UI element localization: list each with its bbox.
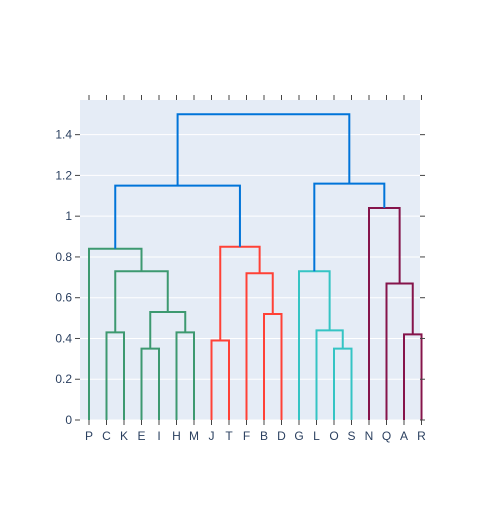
leaf-label: C bbox=[102, 429, 111, 443]
y-tick-label: 0.6 bbox=[55, 291, 72, 305]
leaf-label: G bbox=[294, 429, 303, 443]
leaf-label: F bbox=[243, 429, 250, 443]
leaf-label: O bbox=[329, 429, 338, 443]
leaf-label: A bbox=[400, 429, 408, 443]
y-tick-label: 0.2 bbox=[55, 372, 72, 386]
leaf-label: Q bbox=[382, 429, 391, 443]
leaf-label: E bbox=[137, 429, 145, 443]
axis-layer: 0 0.2 0.4 0.6 0.8 1 1.2 1.4 P C K E I H M J T F B D G L O S N Q A R bbox=[55, 95, 426, 443]
link-layer bbox=[88, 113, 423, 420]
leaf-label: J bbox=[209, 429, 215, 443]
leaf-label: I bbox=[157, 429, 160, 443]
leaf-label: N bbox=[365, 429, 374, 443]
y-tick-label: 1.4 bbox=[55, 128, 72, 142]
leaf-label: K bbox=[120, 429, 128, 443]
leaf-label: H bbox=[172, 429, 181, 443]
leaf-label: S bbox=[347, 429, 355, 443]
y-tick-label: 0.4 bbox=[55, 331, 72, 345]
leaf-label: R bbox=[417, 429, 426, 443]
leaf-label: L bbox=[313, 429, 320, 443]
dendrogram-link-blue bbox=[176, 113, 351, 186]
leaf-label: T bbox=[225, 429, 233, 443]
y-tick-label: 0.8 bbox=[55, 250, 72, 264]
grid-layer bbox=[80, 134, 420, 421]
leaf-label: B bbox=[260, 429, 268, 443]
plot-background bbox=[80, 100, 420, 420]
leaf-label: D bbox=[277, 429, 286, 443]
y-tick-label: 1.2 bbox=[55, 168, 72, 182]
leaf-label: P bbox=[85, 429, 93, 443]
y-tick-label: 1 bbox=[65, 209, 72, 223]
leaf-label: M bbox=[189, 429, 199, 443]
y-tick-label: 0 bbox=[65, 413, 72, 427]
